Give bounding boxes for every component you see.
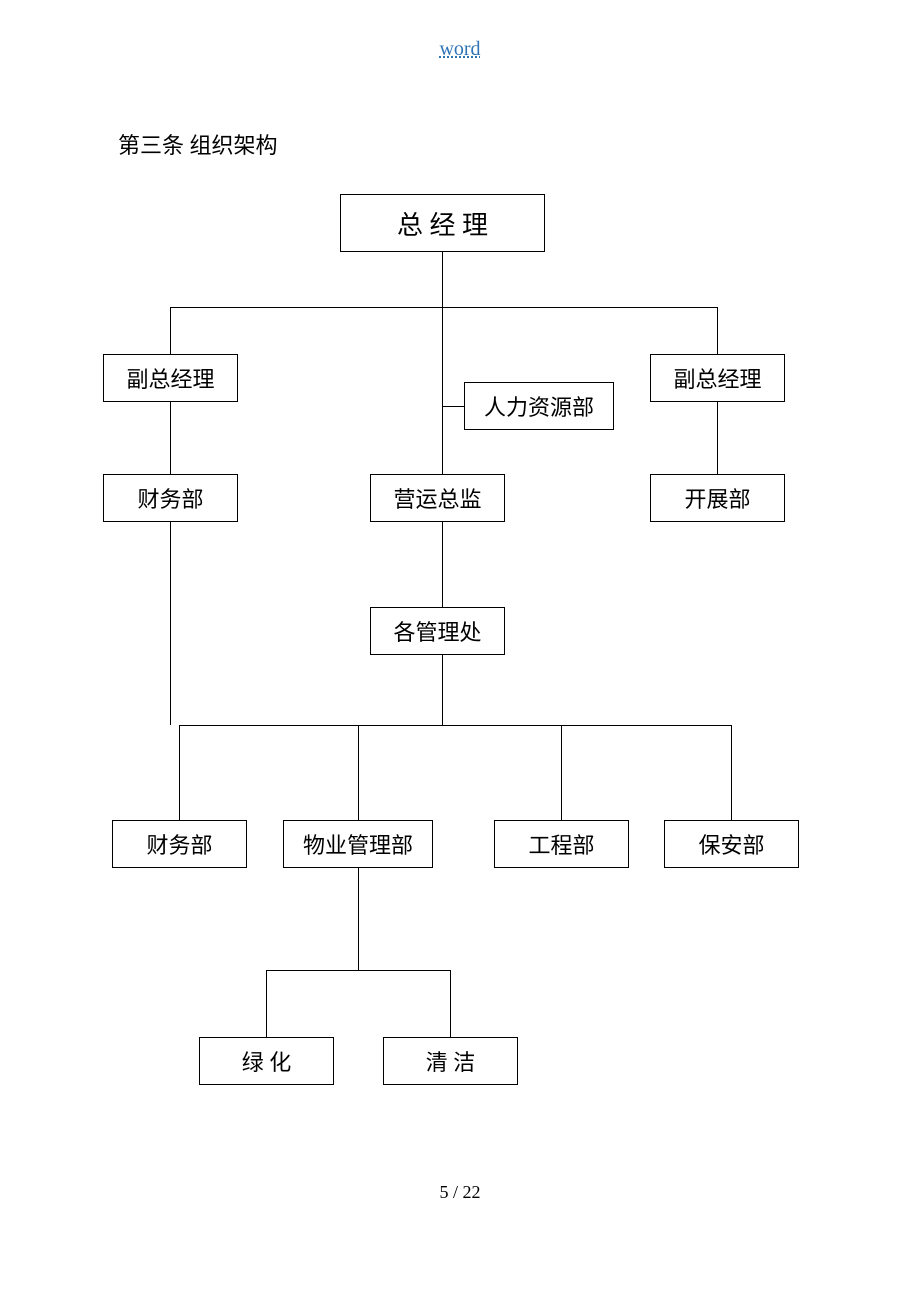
org-node-fin2: 财务部 [112, 820, 247, 868]
header-link[interactable]: word [0, 38, 920, 61]
org-chart-edge [442, 522, 443, 607]
org-node-opdir: 营运总监 [370, 474, 505, 522]
org-chart-edge [442, 252, 443, 307]
org-node-label: 副总经理 [673, 362, 761, 394]
org-node-label: 副总经理 [126, 362, 214, 394]
org-chart-edge [358, 868, 359, 970]
org-node-eng: 工程部 [494, 820, 629, 868]
org-chart-edge [717, 307, 718, 354]
org-node-vgm1: 副总经理 [103, 354, 238, 402]
org-chart-edge [442, 406, 465, 407]
org-chart-edge [442, 307, 443, 474]
org-chart-edge [731, 725, 732, 820]
org-chart-edge [442, 655, 443, 725]
org-node-sec: 保安部 [664, 820, 799, 868]
org-chart-edge [358, 725, 359, 820]
org-chart-edge [266, 970, 451, 971]
org-node-gm: 总 经 理 [340, 194, 545, 252]
org-chart-edge [170, 522, 171, 725]
org-chart-edge [170, 307, 718, 308]
org-node-label: 开展部 [684, 482, 750, 514]
org-chart-edge [170, 402, 171, 474]
org-chart-edge [179, 725, 180, 820]
org-node-label: 营运总监 [393, 482, 481, 514]
org-node-label: 保安部 [698, 828, 764, 860]
org-node-label: 工程部 [528, 828, 594, 860]
org-node-vgm2: 副总经理 [650, 354, 785, 402]
org-node-clean: 清 洁 [383, 1037, 518, 1085]
org-node-mgmt: 各管理处 [370, 607, 505, 655]
org-node-label: 物业管理部 [303, 828, 413, 860]
org-chart-edge [266, 970, 267, 1037]
org-node-green: 绿 化 [199, 1037, 334, 1085]
org-chart-edge [170, 307, 171, 354]
org-node-dev: 开展部 [650, 474, 785, 522]
org-node-label: 总 经 理 [397, 205, 488, 242]
org-node-fin1: 财务部 [103, 474, 238, 522]
org-chart-edge [561, 725, 562, 820]
org-node-hr: 人力资源部 [464, 382, 614, 430]
org-node-label: 清 洁 [426, 1045, 476, 1077]
org-chart-edge [179, 725, 732, 726]
org-node-label: 绿 化 [242, 1045, 292, 1077]
org-chart-edge [717, 402, 718, 474]
org-node-prop: 物业管理部 [283, 820, 433, 868]
org-node-label: 人力资源部 [484, 390, 594, 422]
org-node-label: 财务部 [146, 828, 212, 860]
org-node-label: 财务部 [137, 482, 203, 514]
org-chart-edge [450, 970, 451, 1037]
page-number: 5 / 22 [0, 1182, 920, 1203]
section-title: 第三条 组织架构 [118, 128, 278, 160]
org-node-label: 各管理处 [393, 615, 481, 647]
